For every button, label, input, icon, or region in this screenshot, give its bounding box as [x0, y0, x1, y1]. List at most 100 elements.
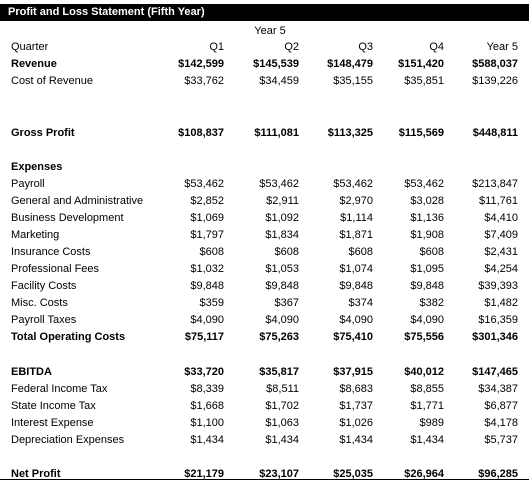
cell-year-total: $5,737 — [484, 434, 518, 446]
cell-year-total: Year 5 — [486, 41, 518, 53]
cell-year-total: $4,178 — [484, 417, 518, 429]
cell-q4: $1,908 — [410, 229, 444, 241]
cell-q2: $34,459 — [259, 75, 299, 87]
cell-q1: $2,852 — [190, 195, 224, 207]
cell-q3: $9,848 — [339, 280, 373, 292]
cell-q4: $53,462 — [404, 178, 444, 190]
cell-q1: $1,797 — [190, 229, 224, 241]
cell-year-total: $34,387 — [478, 383, 518, 395]
table-row: Facility Costs $9,848 $9,848 $9,848 $9,848 $3… — [0, 278, 529, 295]
cell-year-total: $213,847 — [472, 178, 518, 190]
cell-q2: $35,817 — [259, 366, 299, 378]
row-label: EBITDA — [11, 366, 52, 378]
cell-q2: $111,081 — [254, 127, 299, 139]
bottom-rule — [0, 479, 529, 480]
table-row: Marketing $1,797 $1,834 $1,871 $1,908 $7,409 — [0, 227, 529, 244]
cell-q3: $374 — [348, 297, 373, 309]
cell-q1: $1,434 — [190, 434, 224, 446]
table-row: Misc. Costs $359 $367 $374 $382 $1,482 — [0, 295, 529, 312]
cell-year-total: $96,285 — [478, 468, 518, 480]
cell-q2: $8,511 — [266, 383, 299, 395]
row-label: Payroll Taxes — [11, 314, 77, 326]
table-row: Insurance Costs $608 $608 $608 $608 $2,431 — [0, 244, 529, 261]
row-label: Interest Expense — [11, 417, 94, 429]
cell-year-total: $588,037 — [472, 58, 518, 70]
cell-q4: $151,420 — [398, 58, 444, 70]
cell-q1: $1,032 — [190, 263, 224, 275]
row-label: Insurance Costs — [11, 246, 91, 258]
cell-q1: $8,339 — [190, 383, 224, 395]
table-row: General and Administrative $2,852 $2,911 $2… — [0, 193, 529, 210]
cell-q4: $8,855 — [410, 383, 444, 395]
cell-year-total: $6,877 — [484, 400, 518, 412]
cell-year-total: $1,482 — [484, 297, 518, 309]
cell-year-total: $301,346 — [472, 331, 518, 343]
cell-q3: $37,915 — [333, 366, 373, 378]
table-row: Interest Expense $1,100 $1,063 $1,026 $989 $4… — [0, 415, 529, 432]
cell-q1: $1,668 — [190, 400, 224, 412]
cell-q3: $4,090 — [339, 314, 373, 326]
cell-q4: $1,434 — [410, 434, 444, 446]
cell-q4: $3,028 — [410, 195, 444, 207]
cell-q2: $23,107 — [259, 468, 299, 480]
cell-q4: $608 — [419, 246, 444, 258]
cell-year-total: $4,254 — [484, 263, 518, 275]
year-header: Year 5 — [254, 25, 286, 37]
table-row: EBITDA $33,720 $35,817 $37,915 $40,012 $147,4… — [0, 364, 529, 381]
cell-year-total: $448,811 — [472, 127, 518, 139]
cell-q4: $989 — [419, 417, 444, 429]
cell-q1: Q1 — [209, 41, 224, 53]
cell-q1: $9,848 — [190, 280, 224, 292]
cell-q3: $35,155 — [333, 75, 373, 87]
table-row: Total Operating Costs $75,117 $75,263 $75,4… — [0, 329, 529, 346]
cell-year-total: $11,761 — [479, 195, 518, 207]
cell-q4: $115,569 — [398, 127, 444, 139]
cell-q1: $359 — [199, 297, 224, 309]
cell-q1: $608 — [199, 246, 224, 258]
cell-year-total: $7,409 — [484, 229, 518, 241]
cell-q1: $4,090 — [190, 314, 224, 326]
table-row: Professional Fees $1,032 $1,053 $1,074 $1,09… — [0, 261, 529, 278]
table-row: Payroll $53,462 $53,462 $53,462 $53,462 $213,… — [0, 176, 529, 193]
row-label: Professional Fees — [11, 263, 100, 275]
cell-q2: $1,434 — [265, 434, 299, 446]
table-row: Quarter Q1 Q2 Q3 Q4 Year 5 — [0, 39, 529, 56]
cell-q2: $75,263 — [259, 331, 299, 343]
cell-q3: $75,410 — [333, 331, 373, 343]
table-row: State Income Tax $1,668 $1,702 $1,737 $1,771… — [0, 398, 529, 415]
row-label: State Income Tax — [11, 400, 96, 412]
cell-q2: $1,702 — [265, 400, 299, 412]
cell-q1: $33,762 — [184, 75, 224, 87]
row-label: Depreciation Expenses — [11, 434, 125, 446]
row-label: Gross Profit — [11, 127, 75, 139]
cell-q1: $1,069 — [190, 212, 224, 224]
table-row: Revenue $142,599 $145,539 $148,479 $151,420 $… — [0, 56, 529, 73]
cell-q3: $1,434 — [339, 434, 373, 446]
cell-year-total: $147,465 — [472, 366, 518, 378]
row-label: Facility Costs — [11, 280, 77, 292]
table-row: Depreciation Expenses $1,434 $1,434 $1,434 $… — [0, 432, 529, 449]
row-label: Revenue — [11, 58, 57, 70]
cell-q3: $113,325 — [327, 127, 373, 139]
cell-q1: $33,720 — [184, 366, 224, 378]
cell-q1: $108,837 — [178, 127, 224, 139]
cell-q2: $367 — [274, 297, 299, 309]
cell-q3: $25,035 — [333, 468, 373, 480]
cell-q4: $9,848 — [410, 280, 444, 292]
cell-q2: $4,090 — [265, 314, 299, 326]
cell-q2: Q2 — [284, 41, 299, 53]
cell-q4: $1,095 — [410, 263, 444, 275]
cell-q2: $1,053 — [265, 263, 299, 275]
row-label: Net Profit — [11, 468, 61, 480]
cell-q4: $1,771 — [410, 400, 444, 412]
cell-q3: $1,871 — [339, 229, 373, 241]
table-row: Cost of Revenue $33,762 $34,459 $35,155 $35,… — [0, 73, 529, 90]
cell-q4: $75,556 — [404, 331, 444, 343]
row-label: Cost of Revenue — [11, 75, 93, 87]
cell-q1: $21,179 — [184, 468, 224, 480]
cell-q2: $1,092 — [265, 212, 299, 224]
cell-q3: $53,462 — [333, 178, 373, 190]
cell-q4: $1,136 — [410, 212, 444, 224]
cell-q3: $1,026 — [339, 417, 373, 429]
cell-q3: $1,114 — [340, 212, 373, 224]
